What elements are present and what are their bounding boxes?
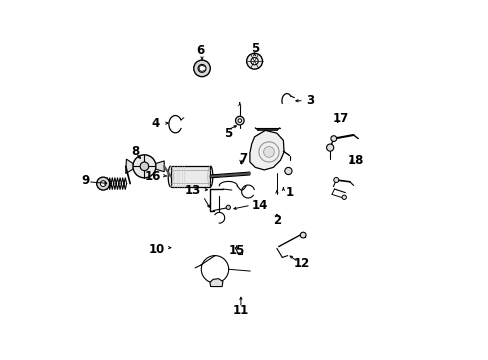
Text: 17: 17 xyxy=(332,112,348,125)
Text: 6: 6 xyxy=(196,44,204,57)
Circle shape xyxy=(238,119,241,122)
Text: 2: 2 xyxy=(272,214,281,227)
Circle shape xyxy=(133,155,156,178)
Circle shape xyxy=(342,195,346,199)
Text: 16: 16 xyxy=(144,170,161,183)
Circle shape xyxy=(326,144,333,151)
Text: 14: 14 xyxy=(251,199,267,212)
Circle shape xyxy=(235,116,244,125)
Circle shape xyxy=(100,181,106,186)
Text: 1: 1 xyxy=(285,186,293,199)
Polygon shape xyxy=(249,130,284,170)
Circle shape xyxy=(284,167,291,175)
Bar xyxy=(170,166,210,187)
Circle shape xyxy=(330,136,336,141)
Circle shape xyxy=(263,147,274,157)
Polygon shape xyxy=(156,161,164,172)
Text: 7: 7 xyxy=(239,152,246,165)
Circle shape xyxy=(333,177,338,183)
Text: 5: 5 xyxy=(251,42,259,55)
Text: 13: 13 xyxy=(184,184,200,197)
Text: 4: 4 xyxy=(151,117,160,130)
Circle shape xyxy=(250,58,258,65)
Circle shape xyxy=(198,64,205,72)
Text: 15: 15 xyxy=(228,244,244,257)
Text: 12: 12 xyxy=(293,257,309,270)
Text: 3: 3 xyxy=(305,94,313,107)
Polygon shape xyxy=(125,159,133,174)
Text: 11: 11 xyxy=(232,304,248,317)
Text: 18: 18 xyxy=(346,154,363,167)
Text: 10: 10 xyxy=(149,243,165,256)
Polygon shape xyxy=(209,279,223,287)
Circle shape xyxy=(246,53,262,69)
Circle shape xyxy=(300,232,305,238)
Text: 8: 8 xyxy=(131,145,140,158)
Text: 9: 9 xyxy=(81,174,89,187)
Circle shape xyxy=(225,205,230,210)
Circle shape xyxy=(140,162,148,171)
Text: 5: 5 xyxy=(224,127,232,140)
Circle shape xyxy=(193,60,210,77)
Circle shape xyxy=(97,177,109,190)
